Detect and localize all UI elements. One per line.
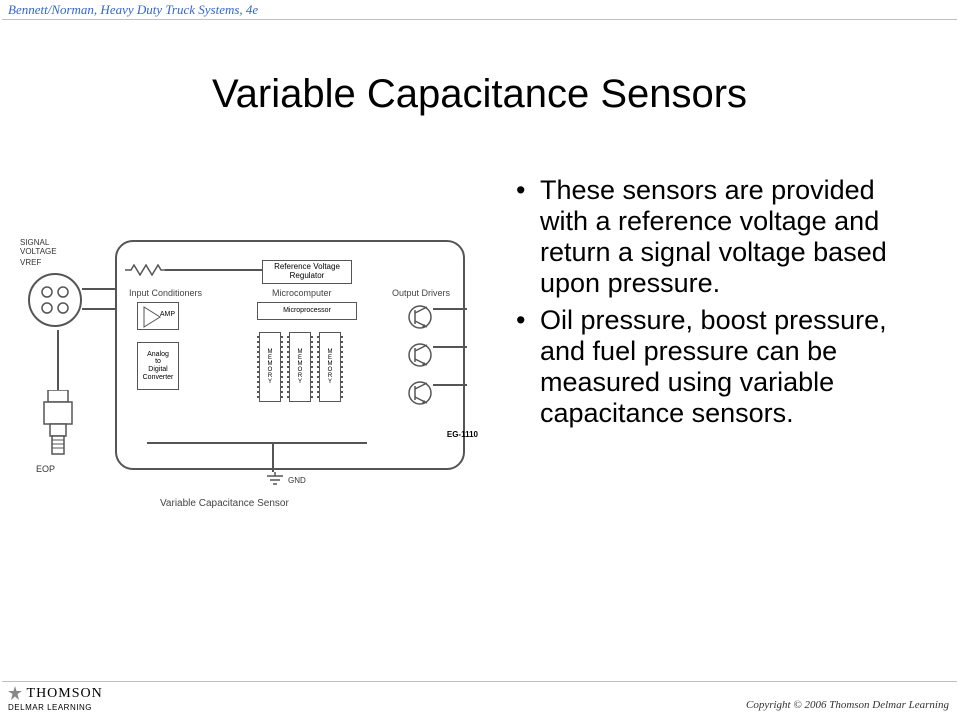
microprocessor-box: Microprocessor — [257, 302, 357, 320]
eop-label: EOP — [36, 464, 55, 474]
figure-number: EG-1110 — [447, 430, 478, 439]
wire — [57, 330, 59, 390]
signal-voltage-label: SIGNAL VOLTAGE — [20, 238, 57, 256]
gnd-label: GND — [288, 476, 306, 485]
header-text: Bennett/Norman, Heavy Duty Truck Systems… — [8, 2, 258, 18]
slide-title: Variable Capacitance Sensors — [0, 72, 959, 117]
sensor-icon — [38, 390, 78, 460]
adc-box: Analog to Digital Converter — [137, 342, 179, 390]
amp-box: AMP — [137, 302, 179, 330]
transistor-icon — [407, 342, 433, 368]
diagram-caption: Variable Capacitance Sensor — [160, 498, 289, 509]
amp-label: AMP — [160, 311, 175, 319]
ground-icon — [265, 472, 285, 490]
ref-voltage-regulator-box: Reference Voltage Regulator — [262, 260, 352, 284]
thomson-text: THOMSON — [27, 686, 103, 701]
wire — [433, 308, 467, 310]
wire — [82, 288, 115, 290]
microprocessor-label: Microprocessor — [283, 307, 331, 315]
bullet-list: These sensors are provided with a refere… — [510, 175, 929, 429]
microcomputer-label: Microcomputer — [272, 288, 332, 298]
output-drivers-label: Output Drivers — [392, 288, 450, 298]
ref-reg-label: Reference Voltage Regulator — [274, 263, 340, 281]
diagram: SIGNAL VOLTAGE VREF EOP — [20, 230, 480, 520]
input-conditioners-label: Input Conditioners — [129, 288, 202, 298]
adc-label: Analog to Digital Converter — [143, 351, 174, 382]
transistor-icon — [407, 304, 433, 330]
footer-bar: THOMSON DELMAR LEARNING Copyright © 2006… — [2, 681, 957, 717]
header-bar: Bennett/Norman, Heavy Duty Truck Systems… — [2, 2, 957, 20]
wire — [147, 442, 367, 444]
text-column: These sensors are provided with a refere… — [500, 175, 929, 520]
wire — [165, 269, 262, 271]
star-icon — [8, 686, 22, 703]
wire — [82, 308, 115, 310]
transistor-icon — [407, 380, 433, 406]
diagram-column: SIGNAL VOLTAGE VREF EOP — [20, 175, 500, 520]
bullet-item: These sensors are provided with a refere… — [510, 175, 929, 299]
resistor-icon — [125, 264, 165, 274]
memory-label: MEMORY — [327, 349, 333, 385]
ecu-box: Reference Voltage Regulator Input Condit… — [115, 240, 465, 470]
bullet-item: Oil pressure, boost pressure, and fuel p… — [510, 305, 929, 429]
memory-chip: MEMORY — [289, 332, 311, 402]
wire — [433, 346, 467, 348]
copyright-text: Copyright © 2006 Thomson Delmar Learning — [746, 699, 949, 711]
memory-chip: MEMORY — [259, 332, 281, 402]
wire — [433, 384, 467, 386]
vref-label: VREF — [20, 258, 41, 267]
connector-icon — [25, 270, 85, 330]
memory-chip: MEMORY — [319, 332, 341, 402]
delmar-text: DELMAR LEARNING — [8, 703, 92, 712]
footer-brand: THOMSON DELMAR LEARNING — [8, 686, 103, 713]
memory-label: MEMORY — [267, 349, 273, 385]
memory-label: MEMORY — [297, 349, 303, 385]
wire — [272, 442, 274, 472]
content-row: SIGNAL VOLTAGE VREF EOP — [20, 175, 929, 520]
